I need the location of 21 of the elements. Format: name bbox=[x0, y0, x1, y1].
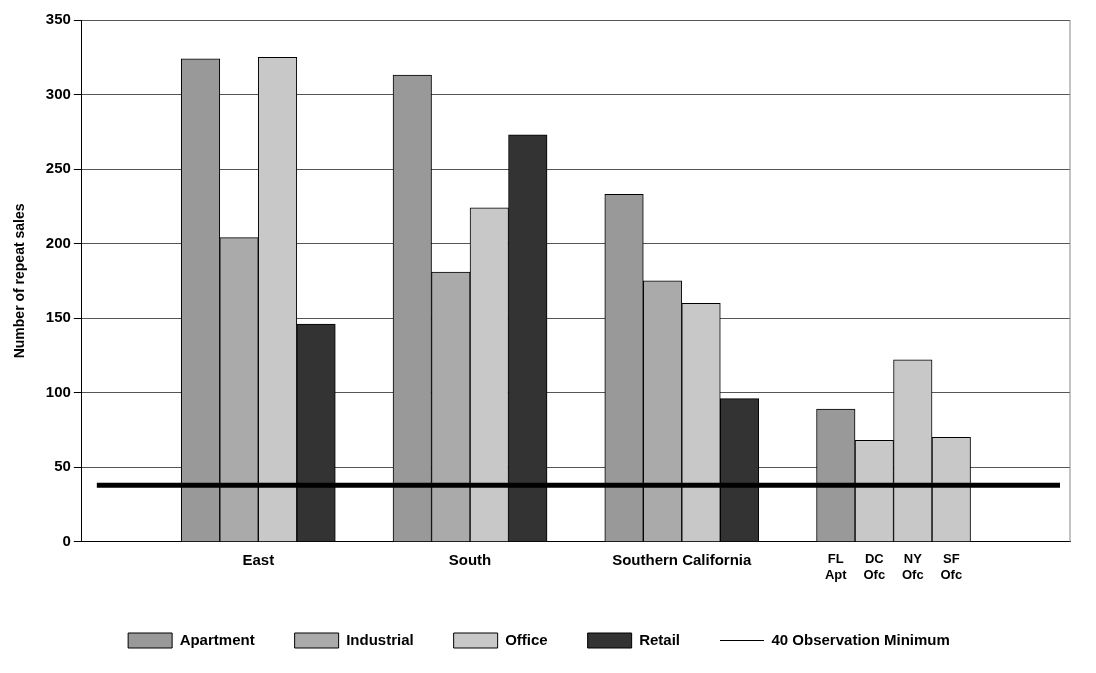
x-tick-label: Southern California bbox=[612, 550, 753, 568]
legend-label: Industrial bbox=[346, 630, 414, 648]
y-axis-title: Number of repeat sales bbox=[11, 203, 28, 359]
legend-label: 40 Observation Minimum bbox=[771, 630, 950, 648]
legend-label: Retail bbox=[639, 630, 681, 648]
y-tick-label: 0 bbox=[62, 531, 71, 549]
y-tick-label: 250 bbox=[45, 159, 71, 177]
y-tick-label: 350 bbox=[45, 10, 71, 28]
y-tick-label: 200 bbox=[45, 233, 71, 251]
legend-label: Office bbox=[505, 630, 548, 648]
x-tick-label: FL Apt bbox=[824, 551, 848, 582]
y-tick-label: 100 bbox=[45, 382, 71, 400]
x-tick-label: DC Ofc bbox=[863, 551, 886, 582]
x-tick-label: SF Ofc bbox=[940, 551, 963, 582]
x-tick-label: South bbox=[448, 550, 492, 568]
legend-label: Apartment bbox=[179, 630, 255, 648]
x-tick-label: NY Ofc bbox=[901, 551, 924, 582]
y-tick-label: 50 bbox=[54, 457, 71, 475]
y-tick-label: 300 bbox=[45, 84, 71, 102]
y-tick-label: 150 bbox=[45, 308, 71, 326]
x-tick-label: East bbox=[242, 550, 275, 568]
